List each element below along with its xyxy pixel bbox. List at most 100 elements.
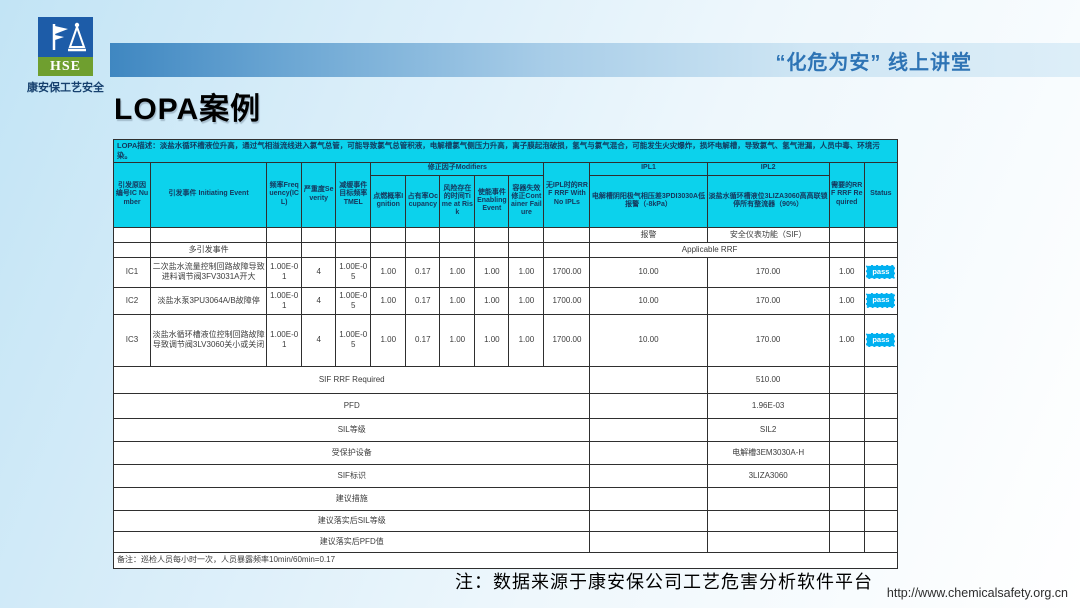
summary-label: 建议落实后SIL等级 — [112, 509, 591, 532]
ic-enabling-event: 1.00 — [474, 313, 510, 367]
ic-enabling-event: 1.00 — [474, 256, 510, 288]
ic-ipl1-rrf: 10.00 — [589, 313, 708, 367]
ic-ipl2-rrf: 170.00 — [706, 313, 830, 367]
col-header-enabling-event: 使能事件Enabling Event — [474, 174, 510, 228]
summary-value: 电解槽3EM3030A-H — [706, 440, 830, 465]
summary-row-sif-rrf: SIF RRF Required 510.00 — [112, 365, 899, 394]
ipl2-type: 安全仪表功能（SIF） — [706, 226, 830, 243]
ic-tmel: 1.00E-05 — [335, 313, 372, 367]
summary-value: 3LIZA3060 — [706, 463, 830, 488]
ic-severity: 4 — [301, 313, 337, 367]
ic-tmel: 1.00E-05 — [335, 286, 372, 315]
ic-ipl2-rrf: 170.00 — [706, 256, 830, 288]
banner-title: “化危为安” 线上讲堂 — [775, 51, 972, 74]
table-row-ic3: IC3 淡盐水循环槽液位控制回路故障导致调节阀3LV3060关小或关闭 1.00… — [112, 313, 899, 367]
ic-time-at-risk: 1.00 — [439, 256, 476, 288]
summary-label: 建议措施 — [112, 486, 591, 511]
summary-value: 1.96E-03 — [706, 392, 830, 419]
ic-time-at-risk: 1.00 — [439, 286, 476, 315]
page-title: LOPA案例 — [114, 93, 262, 126]
ic-frequency: 1.00E-01 — [266, 313, 303, 367]
website-url: http://www.chemicalsafety.org.cn — [886, 586, 1068, 600]
summary-row-sil: SIL等级 SIL2 — [112, 417, 899, 442]
ic-occupancy: 0.17 — [405, 286, 441, 315]
summary-value — [706, 486, 830, 511]
col-header-status: Status — [863, 161, 899, 228]
col-header-occupancy: 占有率Occupancy — [405, 174, 441, 228]
status-badge: pass — [866, 332, 896, 348]
ic-rrf-required: 1.00 — [828, 313, 865, 367]
col-header-tmel: 减缓事件目标频率TMEL — [335, 161, 372, 228]
summary-value: SIL2 — [706, 417, 830, 442]
table-row-ic1: IC1 二次盐水流量控制回路故障导致进料调节阀3FV3031A开大 1.00E-… — [112, 256, 899, 288]
col-header-frequency: 频率Frequency(ICL) — [266, 161, 303, 228]
ipl-type-row: 报警 安全仪表功能（SIF） — [112, 226, 899, 243]
col-header-ignition: 点燃概率Ignition — [370, 174, 407, 228]
col-header-time-at-risk: 风险存在的时间Time at Risk — [439, 174, 476, 228]
ic-ignition: 1.00 — [370, 286, 407, 315]
ic-id: IC3 — [112, 313, 152, 367]
multi-event-label: 多引发事件 — [150, 241, 268, 258]
ic-tmel: 1.00E-05 — [335, 256, 372, 288]
ic-occupancy: 0.17 — [405, 256, 441, 288]
status-badge: pass — [866, 264, 896, 280]
data-source-note: 注：数据来源于康安保公司工艺危害分析软件平台 — [455, 572, 873, 592]
ic-container-failure: 1.00 — [508, 313, 545, 367]
table-footnote-row: 备注：巡检人员每小时一次，人员暴露频率10min/60min=0.17 — [113, 551, 898, 569]
multi-event-row: 多引发事件 Applicable RRF — [112, 241, 899, 258]
hse-logo: HSE — [38, 17, 93, 76]
summary-row-recommendations: 建议措施 — [112, 486, 899, 511]
summary-label: SIF标识 — [112, 463, 591, 488]
ic-time-at-risk: 1.00 — [439, 313, 476, 367]
ic-severity: 4 — [301, 286, 337, 315]
top-banner-bar: “化危为安” 线上讲堂 — [110, 43, 1080, 77]
scenario-description-row: LOPA描述：淡盐水循环槽液位升高，通过气相溢流线进入氯气总管，可能导致氯气总管… — [113, 139, 898, 163]
summary-row-protected-equipment: 受保护设备 电解槽3EM3030A-H — [112, 440, 899, 465]
ic-ipl1-rrf: 10.00 — [589, 286, 708, 315]
hse-logo-emblem — [38, 17, 93, 57]
ic-occupancy: 0.17 — [405, 313, 441, 367]
header-row-sub: 点燃概率Ignition 占有率Occupancy 风险存在的时间Time at… — [114, 174, 898, 228]
summary-value: 510.00 — [706, 365, 830, 394]
header-row-groups: 引发原因编号IC Number 引发事件 Initiating Event 频率… — [112, 161, 899, 228]
col-header-rrf-required: 需要的RRF RRF Required — [828, 161, 865, 228]
col-header-container-failure: 容器失效修正Container Failure — [508, 174, 545, 228]
summary-row-post-sil: 建议落实后SIL等级 — [112, 509, 899, 532]
ic-ignition: 1.00 — [370, 256, 407, 288]
table-row-ic2: IC2 淡盐水泵3PU3064A/B故障停 1.00E-01 4 1.00E-0… — [112, 286, 899, 315]
col-header-ipl1-desc: 电解槽阴阳极气相压差3PDI3030A低报警（-8kPa） — [589, 174, 708, 228]
flag-and-scale-icon — [52, 22, 86, 52]
ic-no-ipl-rrf: 1700.00 — [543, 256, 591, 288]
summary-value — [706, 509, 830, 532]
ic-ipl2-rrf: 170.00 — [706, 286, 830, 315]
col-header-ic-number: 引发原因编号IC Number — [112, 161, 152, 228]
ic-id: IC1 — [112, 256, 152, 288]
ic-event: 淡盐水泵3PU3064A/B故障停 — [150, 286, 268, 315]
ic-no-ipl-rrf: 1700.00 — [543, 286, 591, 315]
summary-row-sif-tag: SIF标识 3LIZA3060 — [112, 463, 899, 488]
lopa-table: LOPA描述：淡盐水循环槽液位升高，通过气相溢流线进入氯气总管，可能导致氯气总管… — [112, 139, 899, 569]
summary-label: SIL等级 — [112, 417, 591, 442]
summary-label: PFD — [112, 392, 591, 419]
ic-ignition: 1.00 — [370, 313, 407, 367]
summary-label: 建议落实后PFD值 — [112, 530, 591, 553]
col-header-ipl1: IPL1 — [589, 161, 708, 176]
ic-enabling-event: 1.00 — [474, 286, 510, 315]
ic-severity: 4 — [301, 256, 337, 288]
ic-container-failure: 1.00 — [508, 256, 545, 288]
col-header-modifiers-group: 修正因子Modifiers — [370, 161, 545, 176]
status-badge: pass — [866, 293, 896, 308]
ic-event: 二次盐水流量控制回路故障导致进料调节阀3FV3031A开大 — [150, 256, 268, 288]
summary-label: 受保护设备 — [112, 440, 591, 465]
col-header-ipl2-desc: 淡盐水循环槽液位3LIZA3060高高联锁停所有整流器（90%） — [706, 174, 830, 228]
scenario-description: LOPA描述：淡盐水循环槽液位升高，通过气相溢流线进入氯气总管，可能导致氯气总管… — [113, 139, 898, 163]
logo-caption: 康安保工艺安全 — [27, 82, 104, 94]
ic-event: 淡盐水循环槽液位控制回路故障导致调节阀3LV3060关小或关闭 — [150, 313, 268, 367]
table-footnote: 备注：巡检人员每小时一次，人员暴露频率10min/60min=0.17 — [113, 551, 898, 569]
ic-id: IC2 — [112, 286, 152, 315]
summary-label: SIF RRF Required — [112, 365, 591, 394]
col-header-initiating-event: 引发事件 Initiating Event — [150, 161, 268, 228]
ipl1-type: 报警 — [589, 226, 708, 243]
summary-row-post-pfd: 建议落实后PFD值 — [112, 530, 899, 553]
ic-frequency: 1.00E-01 — [266, 256, 303, 288]
